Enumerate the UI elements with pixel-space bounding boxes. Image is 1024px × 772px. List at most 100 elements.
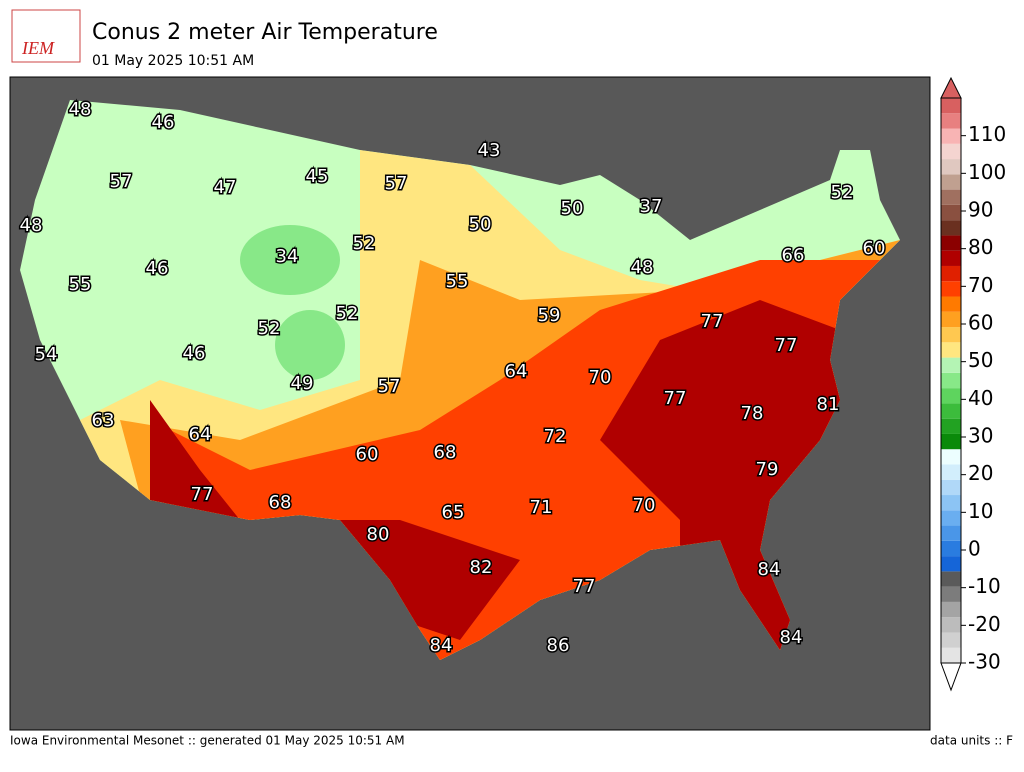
- colorbar-segment: [941, 281, 961, 297]
- station-value: 50: [561, 198, 584, 219]
- colorbar-segment: [941, 327, 961, 343]
- colorbar-tick-label: 70: [968, 273, 993, 297]
- colorbar-segment: [941, 357, 961, 373]
- station-value: 77: [664, 388, 687, 409]
- colorbar-segment: [941, 372, 961, 389]
- colorbar-segment: [941, 571, 961, 587]
- station-value: 77: [191, 484, 214, 505]
- colorbar-tick-label: 20: [968, 461, 993, 485]
- colorbar-frame: [940, 97, 962, 664]
- colorbar-segment: [941, 220, 961, 236]
- colorbar-segment: [941, 617, 961, 633]
- station-value: 57: [385, 173, 408, 194]
- colorbar-segment: [941, 632, 961, 648]
- logo-text: IEM: [21, 38, 55, 58]
- station-value: 77: [701, 311, 724, 332]
- colorbar-segment: [941, 479, 961, 496]
- station-value: 34: [276, 246, 299, 267]
- station-value: 65: [442, 502, 465, 523]
- station-value: 54: [35, 344, 58, 365]
- station-value: 52: [831, 182, 854, 203]
- title: Conus 2 meter Air Temperature: [92, 20, 438, 45]
- station-value: 80: [367, 524, 390, 545]
- station-value: 60: [863, 238, 886, 259]
- colorbar-segment: [941, 143, 961, 160]
- station-value: 78: [741, 403, 764, 424]
- colorbar-segment: [941, 540, 961, 557]
- station-value: 84: [780, 627, 803, 648]
- logo: IEM: [11, 9, 81, 63]
- colorbar-tick-label: 90: [968, 198, 993, 222]
- station-value: 48: [69, 99, 92, 120]
- station-value: 60: [356, 444, 379, 465]
- station-value: 52: [336, 303, 359, 324]
- colorbar-segment: [941, 128, 961, 144]
- station-value: 43: [478, 140, 501, 161]
- logo-frame: [11, 9, 81, 63]
- colorbar-tick-label: 10: [968, 499, 993, 523]
- station-value: 48: [631, 257, 654, 278]
- colorbar-segment: [941, 403, 961, 419]
- footer-right: data units :: F: [930, 734, 1013, 748]
- station-value: 77: [775, 335, 798, 356]
- colorbar-tick-label: 0: [968, 537, 981, 561]
- station-value: 68: [269, 492, 292, 513]
- station-value: 48: [20, 215, 43, 236]
- colorbar-segment: [941, 342, 961, 358]
- station-value: 71: [530, 497, 553, 518]
- station-value: 46: [183, 343, 206, 364]
- colorbar-min-arrow: [940, 662, 962, 692]
- station-value: 59: [538, 305, 561, 326]
- station-labels: 48 46 43 57 47 45 57 52 50 37 48 50 52 34 66 60 46 48 55 55…: [18, 98, 887, 658]
- colorbar-segment: [941, 204, 961, 221]
- footer-left: Iowa Environmental Mesonet :: generated …: [10, 734, 405, 748]
- station-value: 84: [758, 559, 781, 580]
- colorbar-tick-label: 100: [968, 160, 1006, 184]
- field-very-hot: [600, 300, 840, 660]
- station-value: 86: [547, 635, 570, 656]
- colorbar-segment: [941, 311, 961, 328]
- field-cold-spot: [240, 225, 340, 295]
- colorbar-segment: [941, 418, 961, 434]
- colorbar-tick-label: -30: [968, 650, 1001, 674]
- station-value: 47: [214, 177, 237, 198]
- colorbar-segment: [941, 113, 961, 129]
- station-value: 70: [589, 367, 612, 388]
- colorbar-segment: [941, 296, 961, 312]
- colorbar-max-arrow: [940, 76, 962, 99]
- colorbar-segment: [941, 98, 961, 114]
- station-value: 70: [633, 495, 656, 516]
- station-value: 57: [110, 171, 133, 192]
- colorbar-segment: [941, 174, 961, 190]
- colorbar-segment: [941, 433, 961, 450]
- colorbar-tick-label: 40: [968, 386, 993, 410]
- colorbar-tick-label: 30: [968, 424, 993, 448]
- station-value: 55: [446, 271, 469, 292]
- colorbar-tick-label: 110: [968, 122, 1006, 146]
- station-value: 66: [782, 245, 805, 266]
- colorbar-tick-label: 50: [968, 348, 993, 372]
- station-value: 68: [434, 442, 457, 463]
- station-value: 55: [69, 274, 92, 295]
- station-value: 77: [573, 576, 596, 597]
- colorbar-segment: [941, 159, 961, 175]
- station-value: 52: [258, 318, 281, 339]
- station-value: 46: [146, 258, 169, 279]
- station-value: 50: [469, 214, 492, 235]
- station-value: 63: [92, 410, 115, 431]
- station-value: 57: [378, 376, 401, 397]
- station-value: 37: [640, 196, 663, 217]
- colorbar-segment: [941, 525, 961, 541]
- station-value: 49: [291, 373, 314, 394]
- colorbar-segment: [941, 647, 961, 663]
- colorbar-segment: [941, 510, 961, 526]
- station-value: 79: [756, 459, 779, 480]
- colorbar-segment: [941, 189, 961, 205]
- colorbar-segment: [941, 495, 961, 511]
- colorbar-tick-label: -10: [968, 574, 1001, 598]
- station-value: 45: [306, 166, 329, 187]
- colorbar-tick-label: 60: [968, 311, 993, 335]
- station-value: 52: [353, 233, 376, 254]
- station-value: 82: [470, 557, 493, 578]
